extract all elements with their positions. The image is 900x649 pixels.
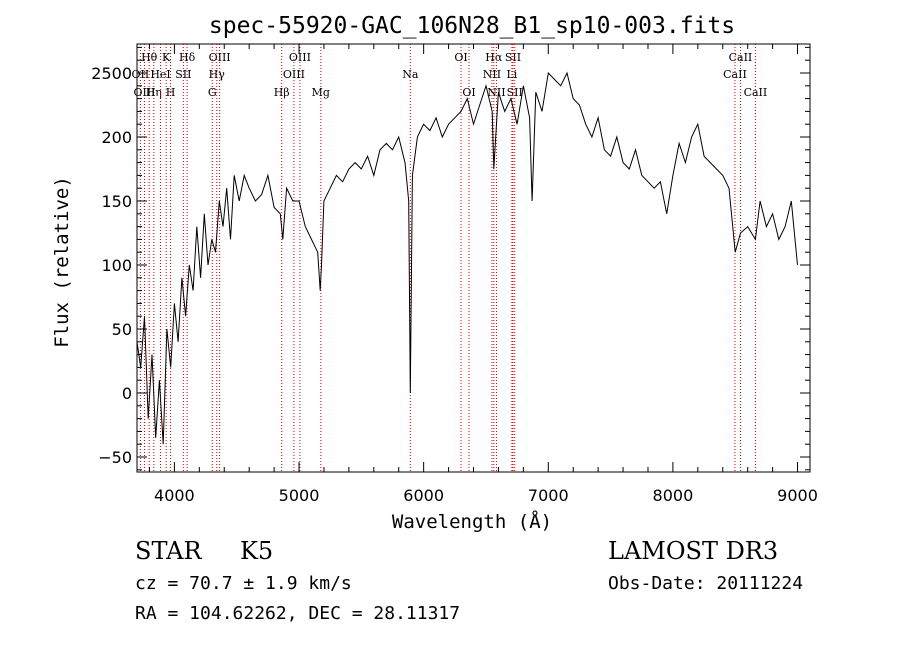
marker-label: OIII [283,68,305,81]
y-axis-label: Flux (relative) [51,176,73,348]
marker-label: SII [175,68,191,81]
marker-label: NII [483,68,501,81]
marker-label: SII [507,86,523,99]
observation-date: Obs-Date: 20111224 [608,573,804,594]
y-tick-label: 100 [101,256,132,275]
marker-label: Na [402,68,419,81]
ra-dec-coordinates: RA = 104.62262, DEC = 28.11317 [135,603,461,624]
x-tick-label: 7000 [528,486,569,505]
chart-title: spec-55920-GAC_106N28_B1_sp10-003.fits [209,13,735,39]
marker-label: OIII [133,86,155,99]
marker-label: OI [462,86,475,99]
marker-label: H [166,86,176,99]
marker-label: Hγ [209,68,226,81]
y-tick-label: 150 [101,192,132,211]
y-tick-label: 0 [122,384,132,403]
y-tick-label: 2500 [91,64,132,83]
x-tick-label: 6000 [403,486,444,505]
redshift-velocity: cz = 70.7 ± 1.9 km/s [135,573,352,594]
y-tick-label: 50 [112,320,132,339]
marker-label: K [162,51,171,64]
spectrum-line [136,71,798,445]
marker-label: Hβ [274,86,290,99]
y-tick-label: −50 [98,448,132,467]
x-tick-label: 4000 [154,486,195,505]
marker-label: Hη [146,86,162,99]
plot-frame [136,43,811,473]
marker-label: CaII [723,68,747,81]
x-axis-label: Wavelength (Å) [392,510,552,533]
marker-label: OI [454,51,467,64]
marker-label: Li [506,68,517,81]
star-type-label: STAR [135,537,202,565]
marker-label: G [208,86,217,99]
marker-label: OII [132,68,150,81]
spectral-subclass: K5 [240,537,274,565]
marker-label: HeI [150,68,170,81]
survey-name: LAMOST DR3 [608,537,779,565]
marker-label: CaII [744,86,768,99]
x-tick-label: 5000 [279,486,320,505]
marker-label: CaII [729,51,753,64]
x-tick-label: 9000 [777,486,818,505]
marker-label: Hθ [141,51,158,64]
y-tick-label: 200 [101,128,132,147]
marker-label: Hδ [179,51,196,64]
marker-label: NII [487,86,505,99]
marker-label: OIII [289,51,311,64]
marker-label: Mg [312,86,330,99]
marker-label: OIII [209,51,231,64]
marker-label: SII [505,51,521,64]
marker-label: Hα [485,51,503,64]
axes: 4000 5000 6000 7000 8000 9000 −50 0 50 100 150 200 2… [91,44,818,505]
x-tick-label: 8000 [653,486,694,505]
